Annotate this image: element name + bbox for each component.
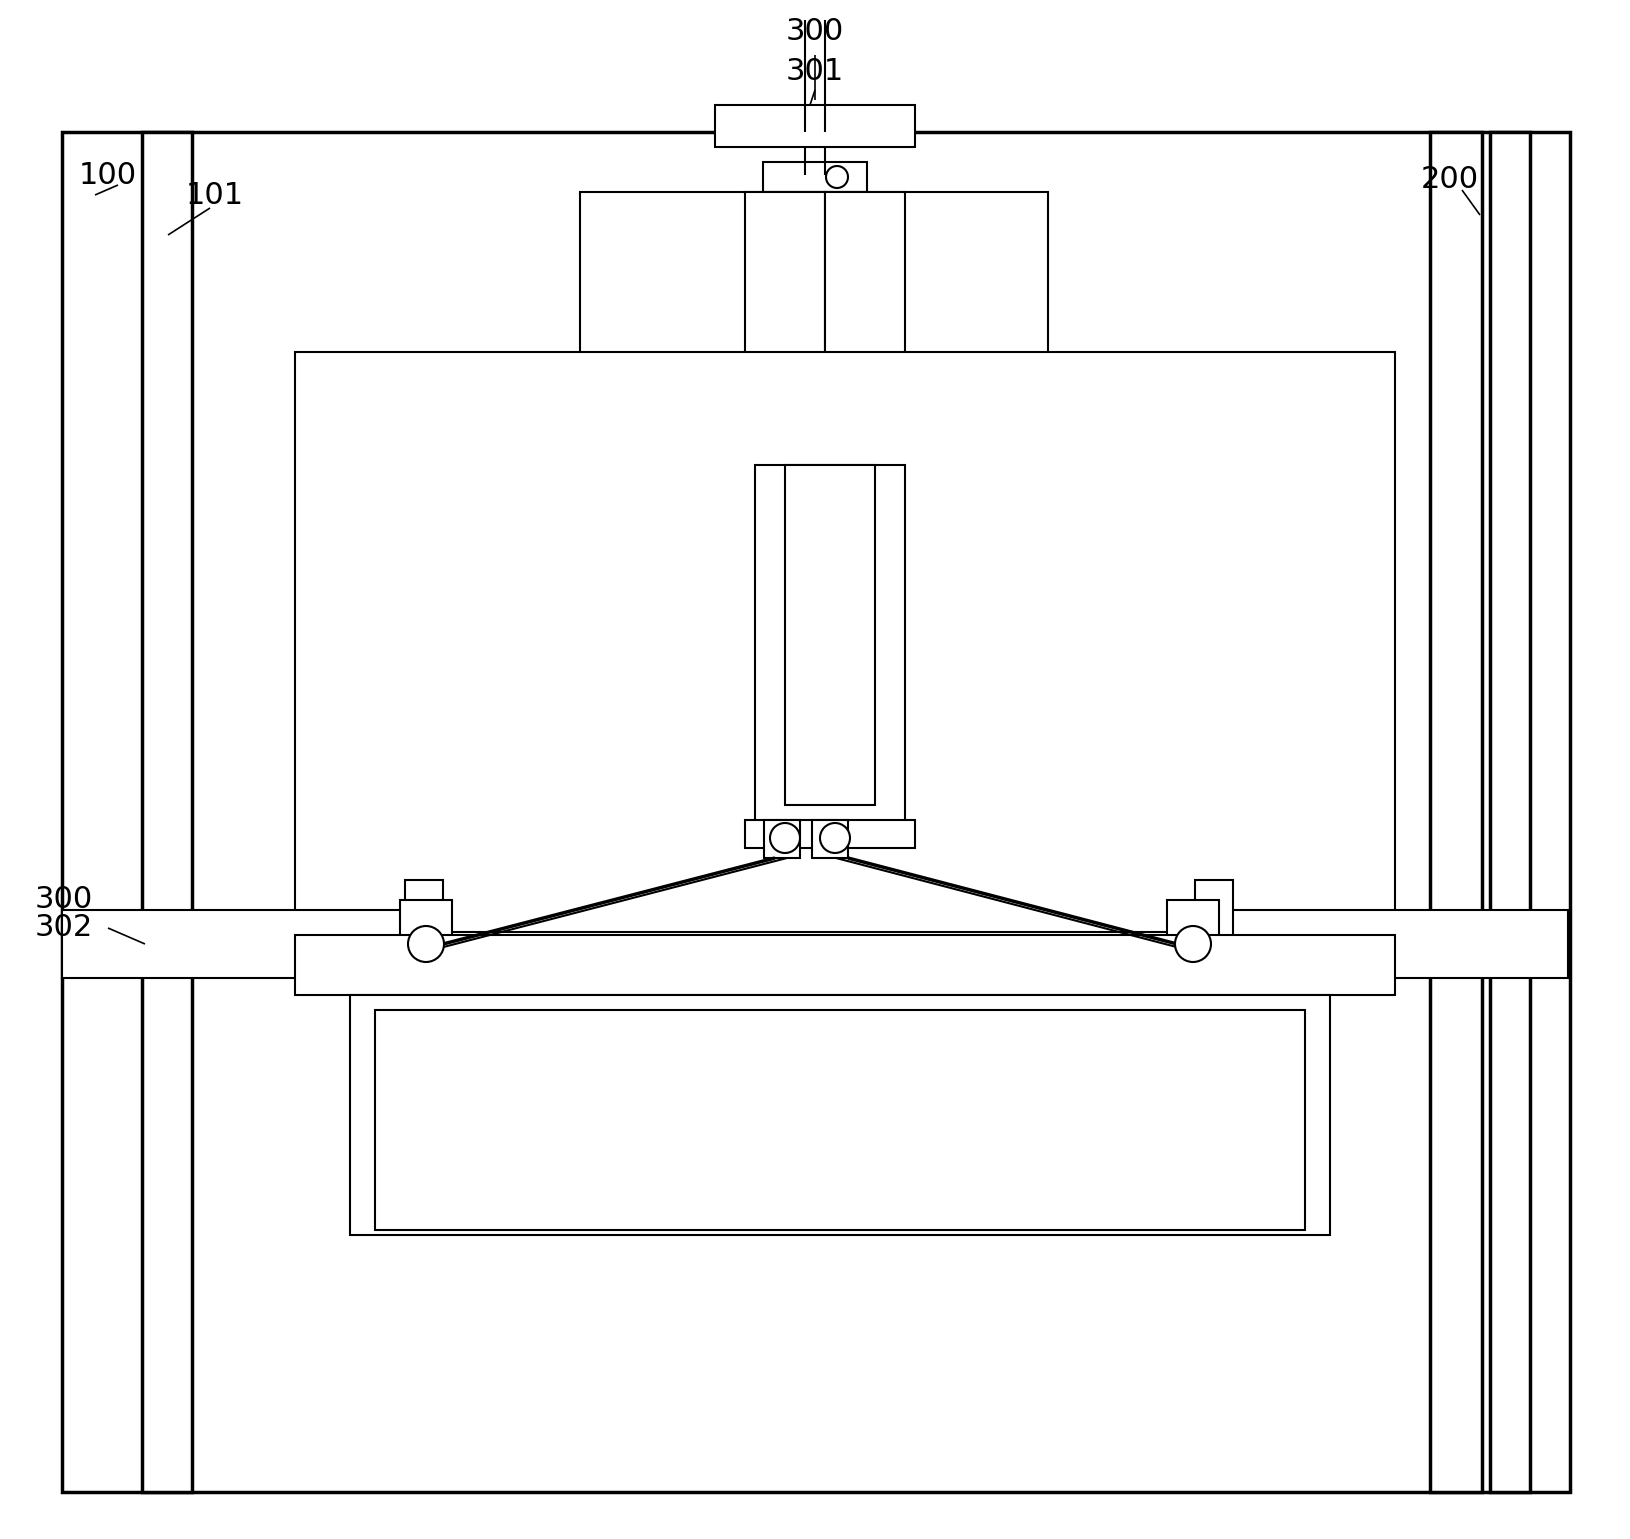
Bar <box>1195 910 1566 977</box>
Bar <box>580 192 1048 432</box>
Bar <box>404 880 443 1008</box>
Bar <box>375 1010 1304 1230</box>
Bar <box>812 820 848 859</box>
Bar <box>745 192 825 392</box>
Circle shape <box>1174 926 1209 962</box>
Bar <box>142 132 192 1491</box>
Circle shape <box>408 926 443 962</box>
Bar <box>350 996 1328 1234</box>
Bar <box>399 900 452 988</box>
Bar <box>62 132 1570 1491</box>
Bar <box>1195 880 1232 1008</box>
Bar <box>825 192 905 392</box>
Circle shape <box>769 823 799 853</box>
Bar <box>295 352 1394 933</box>
Bar <box>1490 132 1529 1491</box>
Text: 301: 301 <box>786 57 844 86</box>
Text: 300: 300 <box>786 17 844 46</box>
Bar <box>784 465 874 805</box>
Bar <box>755 465 905 830</box>
Circle shape <box>825 166 848 188</box>
Bar <box>590 419 644 466</box>
Bar <box>714 105 914 148</box>
Bar <box>763 820 799 859</box>
Text: 302: 302 <box>34 914 93 942</box>
Bar <box>295 936 1394 996</box>
Text: 100: 100 <box>78 160 137 189</box>
Bar <box>1167 900 1218 988</box>
Circle shape <box>820 823 849 853</box>
Text: 300: 300 <box>34 885 93 914</box>
Bar <box>745 820 914 848</box>
Bar <box>763 162 867 192</box>
Text: 101: 101 <box>186 180 244 209</box>
Bar <box>62 910 427 977</box>
Bar <box>1009 419 1064 466</box>
Text: 200: 200 <box>1420 166 1478 194</box>
Bar <box>1430 132 1482 1491</box>
Bar <box>629 422 1019 462</box>
